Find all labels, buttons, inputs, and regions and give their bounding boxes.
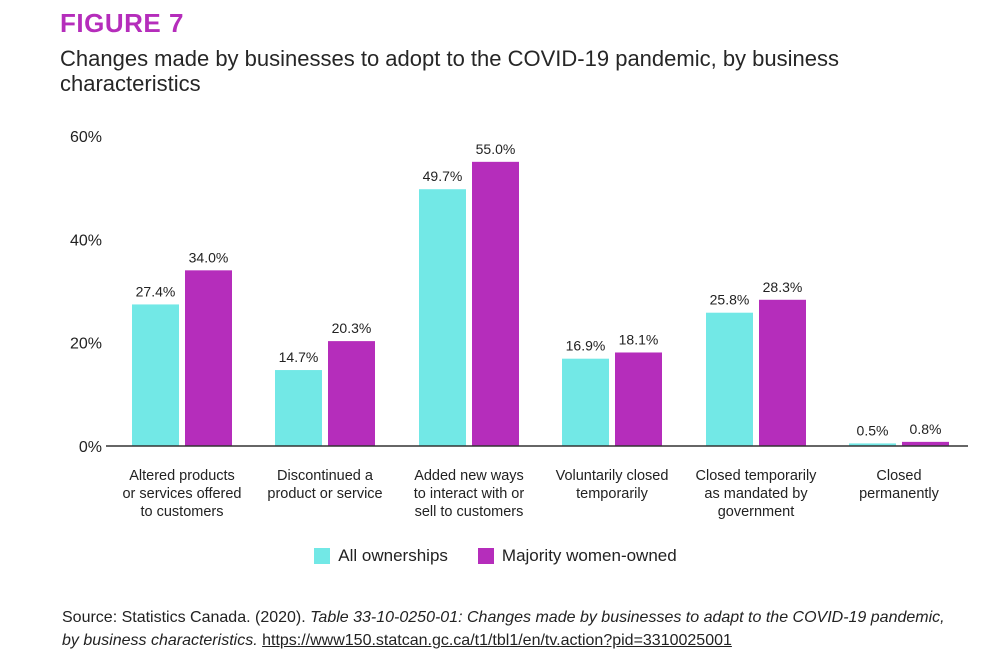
x-category-label-line: to customers [141, 504, 224, 520]
x-category-label: Closed permanently [859, 468, 940, 502]
source-note: Source: Statistics Canada. (2020). Table… [62, 606, 962, 652]
data-label: 34.0% [189, 249, 229, 265]
legend-label-women-owned: Majority women-owned [501, 546, 677, 565]
bar-chart: 0% 20% 40% 60% 27.4% 14.7% 49.7% 16.9% 25.8% 0.5%… [70, 129, 968, 520]
legend-swatch-all-ownerships [314, 548, 331, 564]
x-category-label-line: product or service [267, 486, 382, 502]
data-label: 18.1% [619, 331, 659, 347]
bar-women-owned [328, 341, 375, 446]
data-label: 28.3% [763, 279, 803, 295]
legend-item-women-owned: Majority women-owned [477, 546, 677, 566]
x-category-label-line: permanently [859, 486, 940, 502]
y-tick-label: 60% [70, 129, 102, 146]
data-label: 16.9% [566, 338, 606, 354]
legend-label-all-ownerships: All ownerships [338, 546, 448, 565]
x-category-label-line: or services offered [122, 486, 241, 502]
data-label: 20.3% [332, 320, 372, 336]
source-prefix: Source: Statistics Canada. (2020). [62, 609, 311, 626]
data-label: 25.8% [710, 292, 750, 308]
x-category-label-line: Closed [876, 468, 921, 484]
x-category-label-line: to interact with or [414, 486, 525, 502]
chart-title: Changes made by businesses to adopt to t… [60, 46, 840, 96]
x-category-label-line: sell to customers [415, 504, 524, 520]
source-table-title: Table 33-10-0250-01: Changes made by bus… [62, 609, 945, 649]
bar-all-ownerships [849, 443, 896, 446]
legend-item-all-ownerships: All ownerships [314, 546, 448, 566]
data-label: 0.8% [910, 421, 942, 437]
data-label: 0.5% [857, 422, 889, 438]
x-category-label: Discontinued a product or service [267, 468, 382, 502]
x-category-label-line: Voluntarily closed [556, 468, 669, 484]
legend-swatch-women-owned [477, 548, 494, 564]
x-category-label-line: Closed temporarily [696, 468, 818, 484]
chart-legend: All ownerships Majority women-owned [0, 546, 991, 566]
x-category-label-line: Added new ways [414, 468, 524, 484]
bar-women-owned [185, 270, 232, 446]
x-category-label-line: Discontinued a [277, 468, 374, 484]
x-category-label-line: temporarily [576, 486, 648, 502]
data-label: 14.7% [279, 349, 319, 365]
x-category-label: Added new ways to interact with or sell to… [414, 468, 525, 520]
bar-women-owned [615, 352, 662, 446]
bar-women-owned [902, 441, 949, 446]
data-label: 49.7% [423, 168, 463, 184]
bar-all-ownerships [706, 312, 753, 446]
data-label: 27.4% [136, 283, 176, 299]
y-tick-label: 0% [79, 439, 102, 456]
x-category-label: Closed temporarily as mandated by governme… [696, 468, 818, 520]
x-category-label-line: government [718, 504, 795, 520]
bar-all-ownerships [419, 189, 466, 446]
figure-label: FIGURE 7 [60, 8, 184, 38]
y-tick-label: 20% [70, 336, 102, 353]
x-category-label: Voluntarily closed temporarily [556, 468, 669, 502]
source-link[interactable]: https://www150.statcan.gc.ca/t1/tbl1/en/… [262, 632, 732, 649]
bar-women-owned [759, 299, 806, 446]
x-category-label: Altered products or services offered to cu… [122, 468, 241, 520]
bar-all-ownerships [275, 370, 322, 446]
bar-all-ownerships [132, 304, 179, 446]
bar-women-owned [472, 161, 519, 447]
data-label: 55.0% [476, 141, 516, 157]
x-category-label-line: Altered products [129, 468, 235, 484]
y-tick-label: 40% [70, 232, 102, 249]
x-category-label-line: as mandated by [704, 486, 808, 502]
bar-all-ownerships [562, 358, 609, 446]
